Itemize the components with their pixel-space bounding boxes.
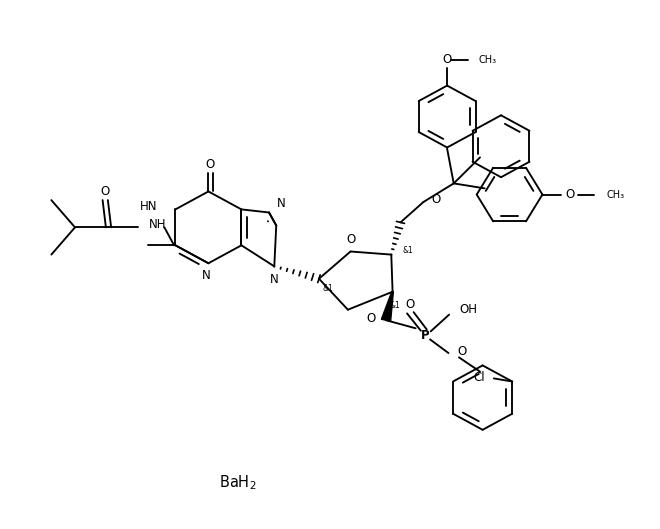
- Text: O: O: [442, 53, 451, 66]
- Text: BaH$_2$: BaH$_2$: [219, 473, 257, 492]
- Text: O: O: [366, 313, 376, 325]
- Text: O: O: [405, 298, 414, 311]
- Text: N: N: [277, 197, 285, 211]
- Text: O: O: [100, 185, 110, 198]
- Text: CH₃: CH₃: [607, 189, 625, 199]
- Text: O: O: [432, 193, 441, 206]
- Text: N: N: [270, 273, 279, 287]
- Polygon shape: [381, 291, 393, 321]
- Text: &1: &1: [390, 301, 401, 310]
- Text: OH: OH: [459, 303, 478, 316]
- Text: N: N: [201, 269, 210, 282]
- Text: HN: HN: [139, 200, 157, 213]
- Text: CH₃: CH₃: [478, 54, 497, 65]
- Text: Cl: Cl: [473, 371, 484, 384]
- Text: P: P: [421, 329, 430, 342]
- Text: O: O: [346, 233, 355, 246]
- Text: O: O: [206, 158, 215, 171]
- Text: NH: NH: [149, 218, 167, 231]
- Text: O: O: [457, 345, 467, 358]
- Text: &1: &1: [323, 284, 333, 293]
- Text: &1: &1: [403, 246, 413, 255]
- Text: O: O: [566, 188, 575, 201]
